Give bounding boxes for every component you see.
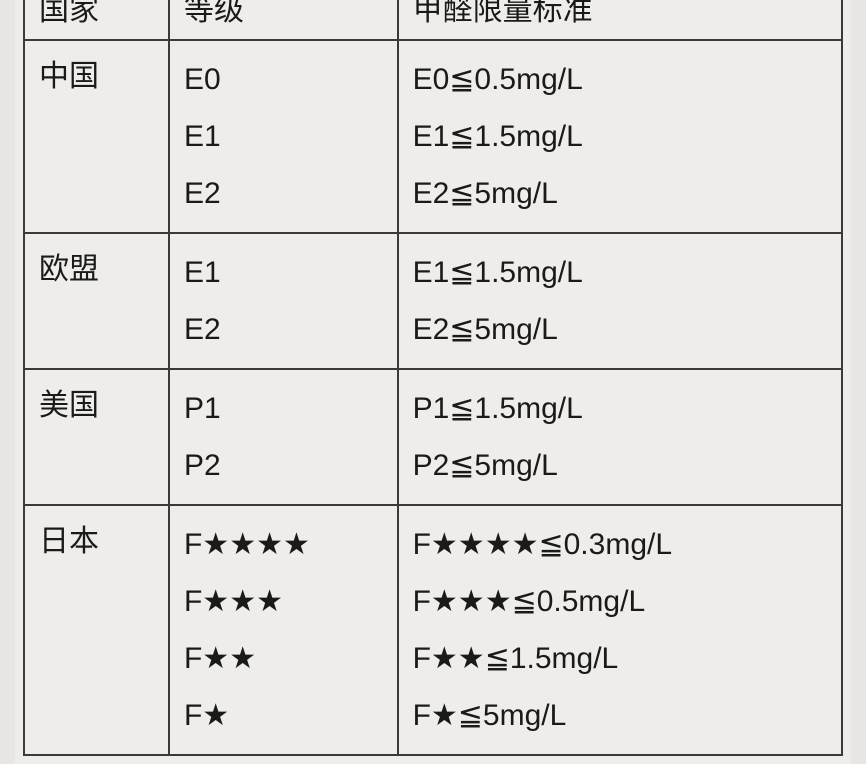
table-row: 中国 E0 E1 E2 E0≦0.5mg/L E1≦1.5mg/L E2≦5mg…	[24, 40, 842, 233]
table-row: 欧盟 E1 E2 E1≦1.5mg/L E2≦5mg/L	[24, 233, 842, 369]
limit-value: E1≦1.5mg/L	[413, 244, 827, 301]
grade-value: F★★★	[184, 573, 383, 630]
cell-grade: F★★★★ F★★★ F★★ F★	[169, 505, 398, 755]
grade-value: P2	[184, 437, 383, 494]
grade-value: F★★★★	[184, 516, 383, 573]
cell-limit: E1≦1.5mg/L E2≦5mg/L	[398, 233, 842, 369]
limit-value: E2≦5mg/L	[413, 165, 827, 222]
grade-value: E2	[184, 301, 383, 358]
limit-value: P2≦5mg/L	[413, 437, 827, 494]
grade-value: P1	[184, 380, 383, 437]
standards-table: 国家 等级 甲醛限量标准 中国 E0 E1 E2 E0≦0.5mg/L E1≦1…	[23, 0, 843, 756]
limit-value: F★★★≦0.5mg/L	[413, 573, 827, 630]
table-row: 日本 F★★★★ F★★★ F★★ F★ F★★★★≦0.3mg/L F★★★≦…	[24, 505, 842, 755]
header-limit: 甲醛限量标准	[398, 0, 842, 40]
grade-value: F★★	[184, 630, 383, 687]
header-grade: 等级	[169, 0, 398, 40]
limit-value: P1≦1.5mg/L	[413, 380, 827, 437]
cell-limit: P1≦1.5mg/L P2≦5mg/L	[398, 369, 842, 505]
cell-grade: E0 E1 E2	[169, 40, 398, 233]
cell-country: 日本	[24, 505, 169, 755]
cell-limit: F★★★★≦0.3mg/L F★★★≦0.5mg/L F★★≦1.5mg/L F…	[398, 505, 842, 755]
limit-value: F★≦5mg/L	[413, 687, 827, 744]
limit-value: F★★≦1.5mg/L	[413, 630, 827, 687]
grade-value: E1	[184, 244, 383, 301]
grade-value: E2	[184, 165, 383, 222]
header-country: 国家	[24, 0, 169, 40]
cell-country: 中国	[24, 40, 169, 233]
table-header-row: 国家 等级 甲醛限量标准	[24, 0, 842, 40]
cell-country: 美国	[24, 369, 169, 505]
limit-value: E0≦0.5mg/L	[413, 51, 827, 108]
cell-country: 欧盟	[24, 233, 169, 369]
grade-value: F★	[184, 687, 383, 744]
cell-grade: P1 P2	[169, 369, 398, 505]
grade-value: E0	[184, 51, 383, 108]
cell-limit: E0≦0.5mg/L E1≦1.5mg/L E2≦5mg/L	[398, 40, 842, 233]
limit-value: E1≦1.5mg/L	[413, 108, 827, 165]
limit-value: F★★★★≦0.3mg/L	[413, 516, 827, 573]
grade-value: E1	[184, 108, 383, 165]
table-row: 美国 P1 P2 P1≦1.5mg/L P2≦5mg/L	[24, 369, 842, 505]
limit-value: E2≦5mg/L	[413, 301, 827, 358]
table-container: 国家 等级 甲醛限量标准 中国 E0 E1 E2 E0≦0.5mg/L E1≦1…	[15, 0, 851, 764]
cell-grade: E1 E2	[169, 233, 398, 369]
